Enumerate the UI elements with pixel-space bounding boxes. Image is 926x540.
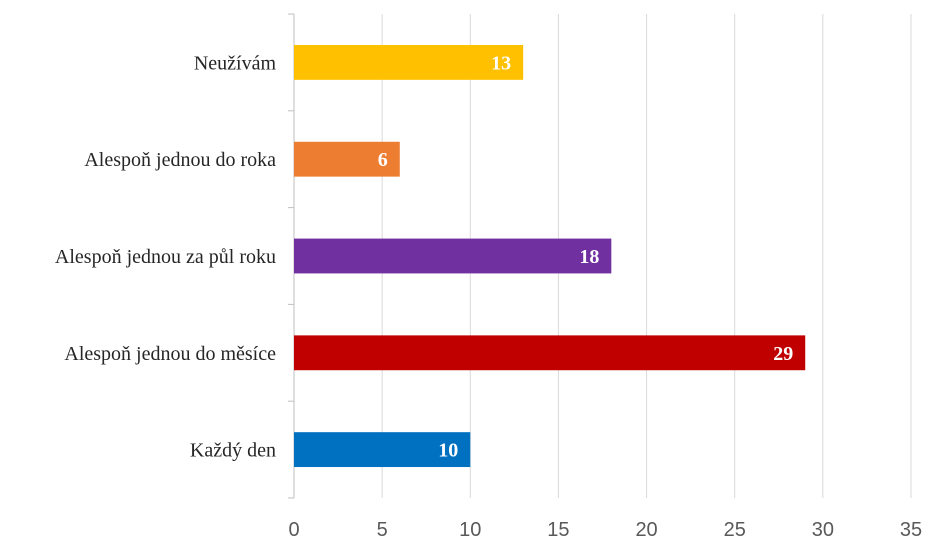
bar-1 xyxy=(294,44,524,80)
data-label-5: 10 xyxy=(438,440,458,462)
category-label-5: Každý den xyxy=(190,440,276,462)
category-label-2: Alespoň jednou do roka xyxy=(84,149,276,171)
x-tick-label-5: 5 xyxy=(377,519,388,540)
bars xyxy=(294,44,806,468)
bar-2 xyxy=(294,141,400,177)
bar-5 xyxy=(294,432,471,468)
x-tick-label-20: 20 xyxy=(635,519,657,540)
category-label-3: Alespoň jednou za půl roku xyxy=(55,246,276,268)
data-label-3: 18 xyxy=(579,246,599,268)
x-tick-label-10: 10 xyxy=(459,519,481,540)
x-tick-label-15: 15 xyxy=(547,519,569,540)
data-label-2: 6 xyxy=(378,149,388,171)
category-label-4: Alespoň jednou do měsíce xyxy=(64,343,276,365)
bar-3 xyxy=(294,238,612,274)
category-labels: Neužívám Alespoň jednou do roka Alespoň je… xyxy=(55,52,277,461)
data-labels: 13 6 18 29 10 xyxy=(378,52,793,461)
bar-4 xyxy=(294,335,806,371)
x-tick-label-25: 25 xyxy=(724,519,746,540)
data-label-1: 13 xyxy=(491,52,511,74)
x-tick-label-35: 35 xyxy=(900,519,922,540)
category-axis xyxy=(288,13,295,499)
x-tick-label-0: 0 xyxy=(288,519,299,540)
x-tick-labels: 0 5 10 15 20 25 30 35 xyxy=(288,519,922,540)
x-tick-label-30: 30 xyxy=(812,519,834,540)
data-label-4: 29 xyxy=(773,343,793,365)
category-label-1: Neužívám xyxy=(194,52,277,74)
